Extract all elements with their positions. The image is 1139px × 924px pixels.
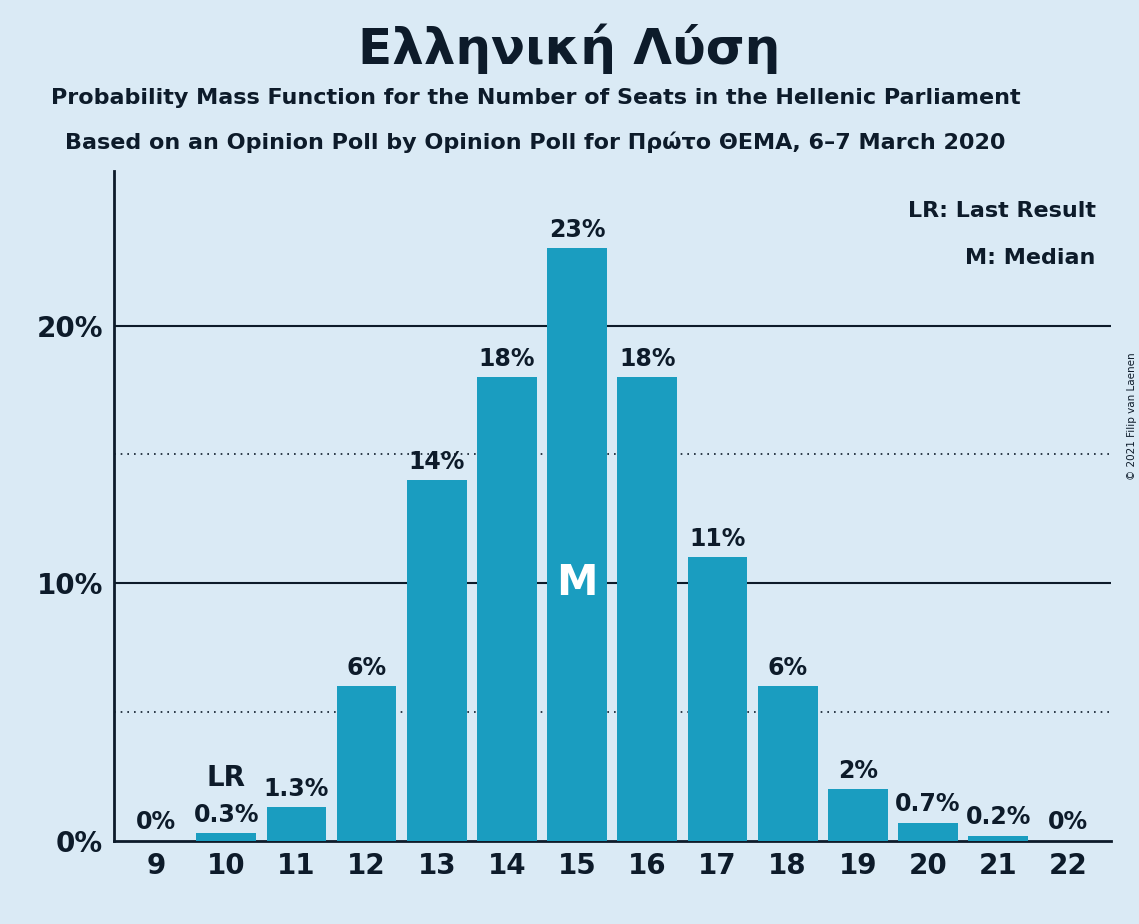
Text: Ελληνική Λύση: Ελληνική Λύση bbox=[359, 23, 780, 74]
Text: 14%: 14% bbox=[409, 450, 465, 474]
Bar bbox=[196, 833, 256, 841]
Text: 0.2%: 0.2% bbox=[966, 805, 1031, 829]
Text: 23%: 23% bbox=[549, 218, 605, 242]
Bar bbox=[548, 249, 607, 841]
Text: 0%: 0% bbox=[136, 810, 177, 834]
Text: LR: Last Result: LR: Last Result bbox=[908, 201, 1096, 221]
Text: M: M bbox=[556, 562, 598, 604]
Bar bbox=[337, 687, 396, 841]
Text: 0.3%: 0.3% bbox=[194, 803, 259, 827]
Text: 6%: 6% bbox=[768, 656, 808, 680]
Text: 2%: 2% bbox=[838, 759, 878, 783]
Text: © 2021 Filip van Laenen: © 2021 Filip van Laenen bbox=[1126, 352, 1137, 480]
Text: 0%: 0% bbox=[1048, 810, 1089, 834]
Bar bbox=[407, 480, 467, 841]
Text: LR: LR bbox=[206, 764, 246, 792]
Text: 11%: 11% bbox=[689, 527, 746, 551]
Text: 18%: 18% bbox=[620, 346, 675, 371]
Bar bbox=[899, 822, 958, 841]
Text: Based on an Opinion Poll by Opinion Poll for Πρώτο ΘΕΜΑ, 6–7 March 2020: Based on an Opinion Poll by Opinion Poll… bbox=[65, 131, 1006, 152]
Bar bbox=[617, 377, 677, 841]
Text: 0.7%: 0.7% bbox=[895, 793, 961, 817]
Text: Probability Mass Function for the Number of Seats in the Hellenic Parliament: Probability Mass Function for the Number… bbox=[50, 88, 1021, 108]
Text: 6%: 6% bbox=[346, 656, 386, 680]
Text: 1.3%: 1.3% bbox=[264, 777, 329, 801]
Bar bbox=[828, 789, 887, 841]
Text: M: Median: M: Median bbox=[965, 248, 1096, 268]
Bar bbox=[688, 557, 747, 841]
Bar bbox=[968, 835, 1029, 841]
Bar bbox=[267, 808, 326, 841]
Text: 18%: 18% bbox=[478, 346, 535, 371]
Bar bbox=[757, 687, 818, 841]
Bar bbox=[477, 377, 536, 841]
